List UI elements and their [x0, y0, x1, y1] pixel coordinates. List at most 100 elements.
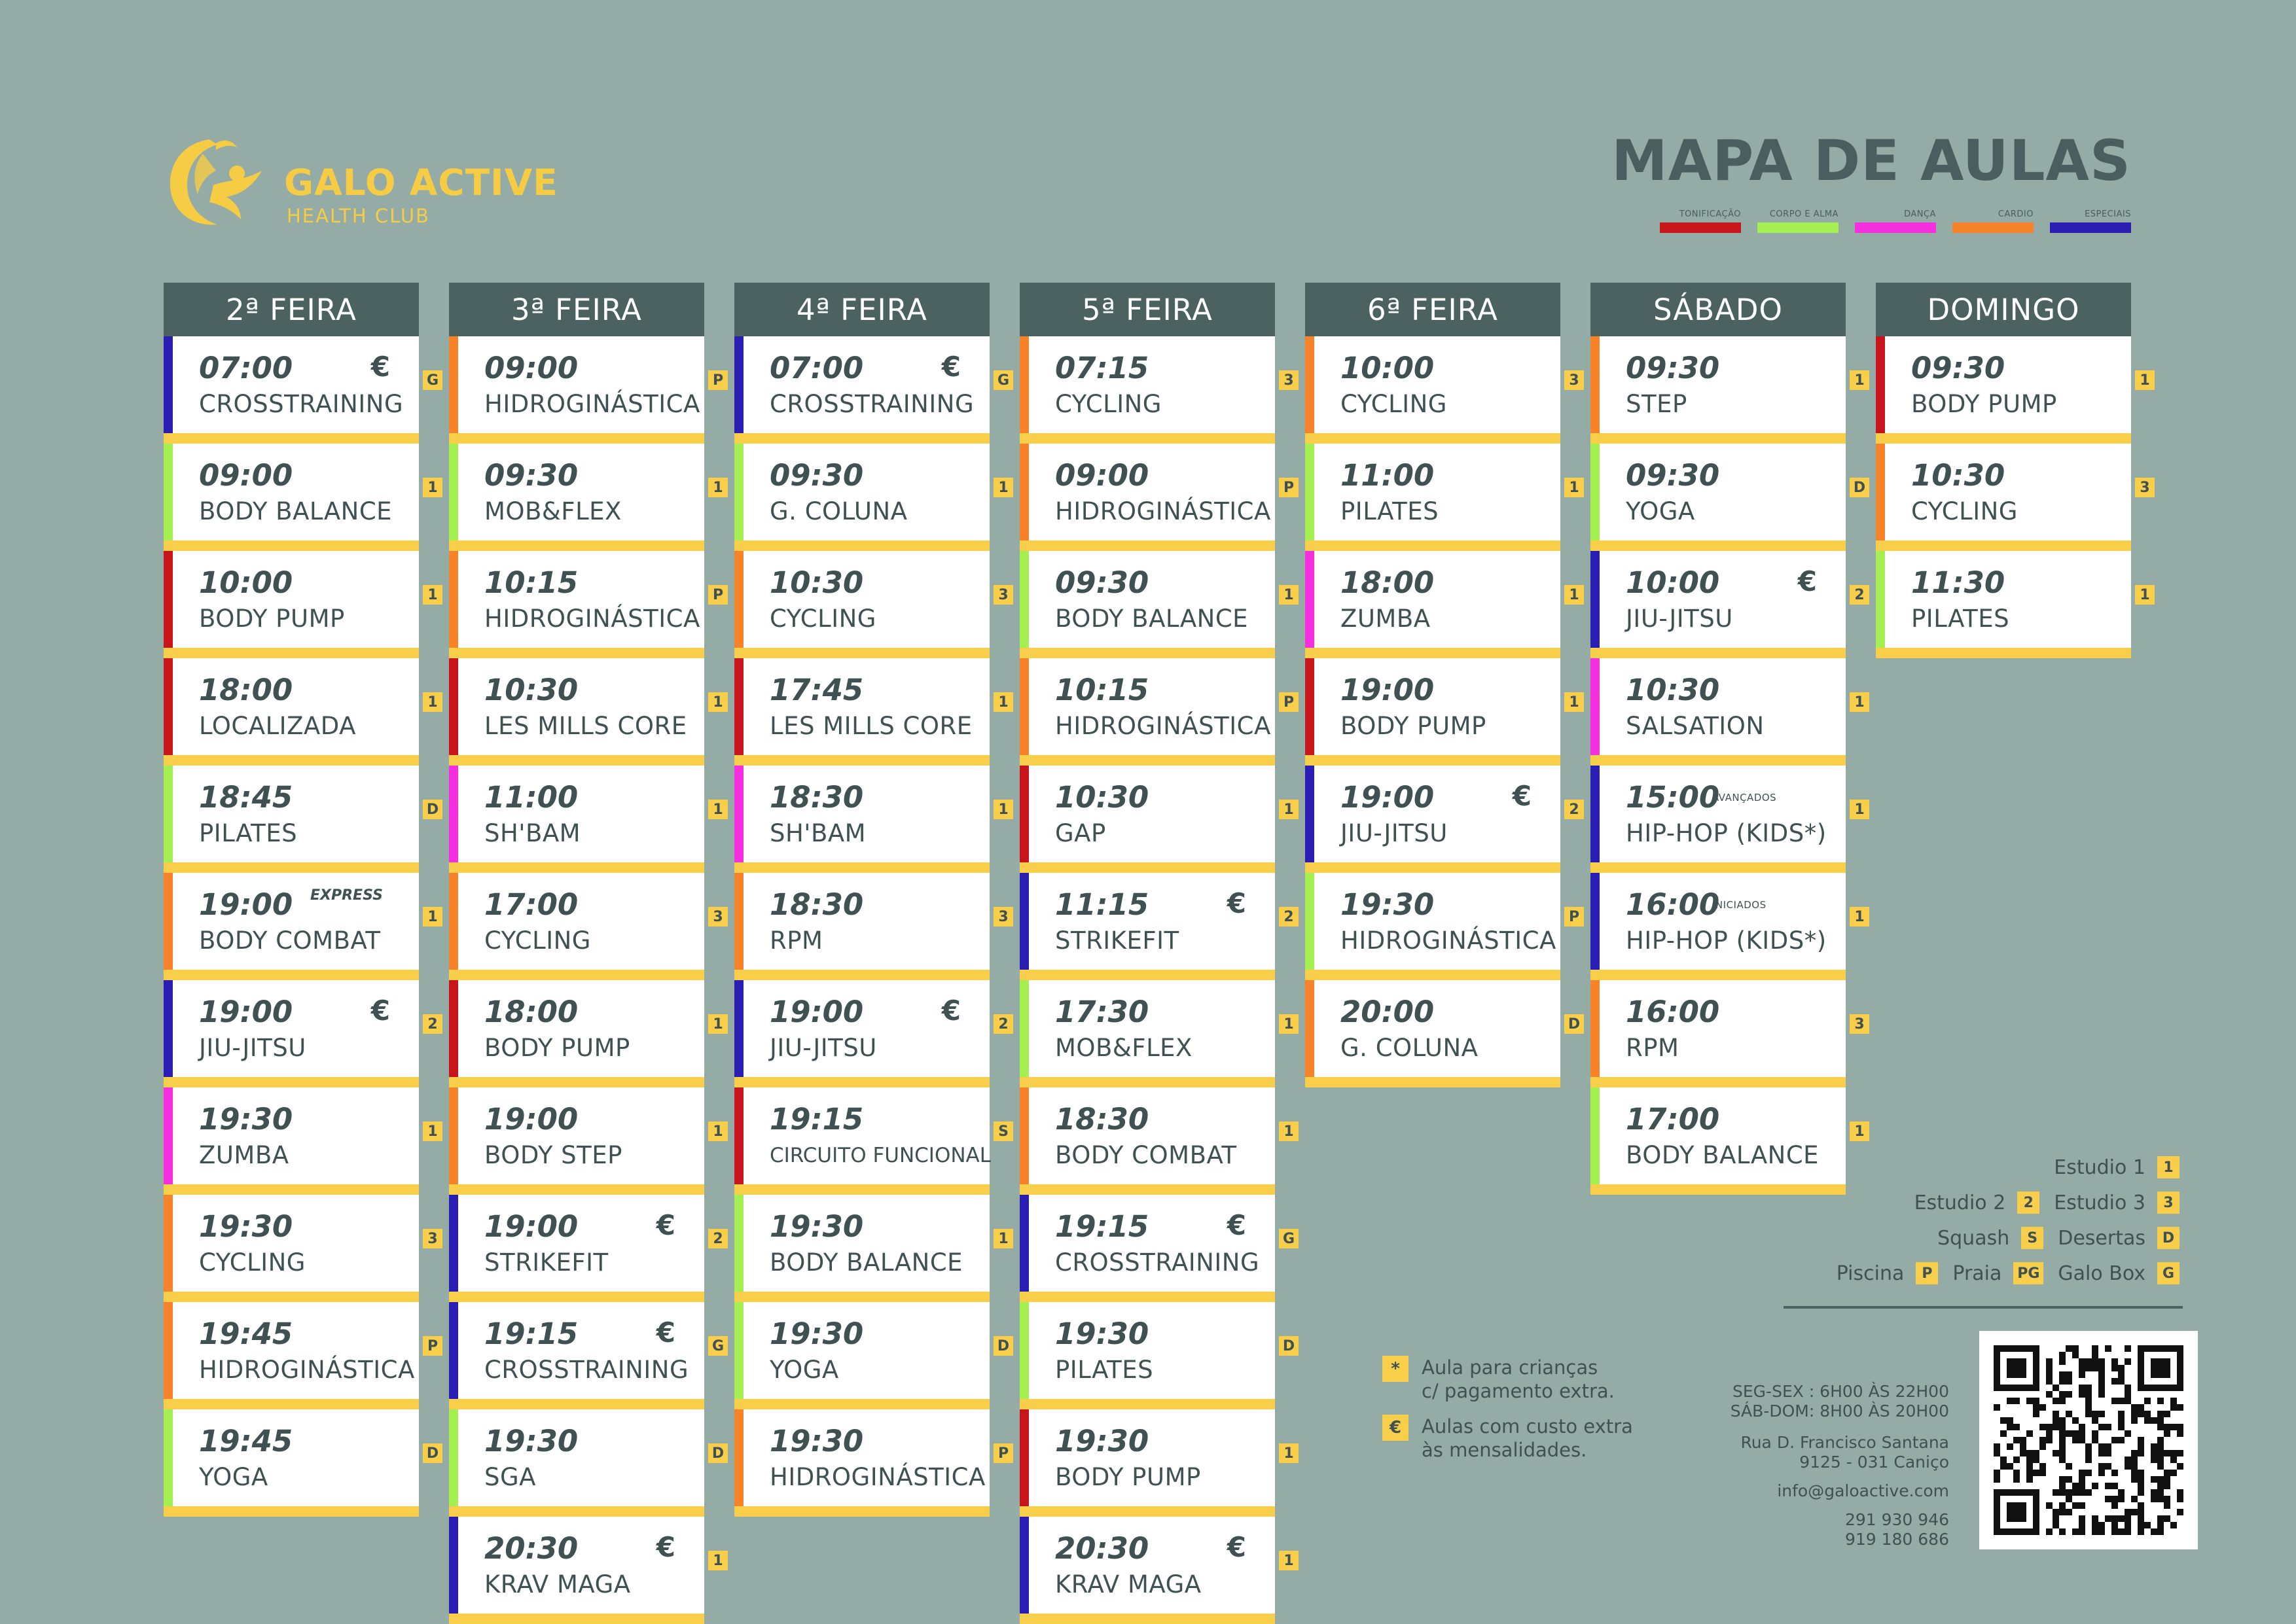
- studio-badge: 3: [994, 585, 1013, 605]
- class-card[interactable]: 11:30 PILATES 1: [1876, 551, 2155, 658]
- class-name: G. COLUNA: [770, 497, 908, 525]
- studio-legend-label: Desertas: [2058, 1226, 2145, 1250]
- class-card[interactable]: 18:00 LOCALIZADA 1: [164, 658, 442, 766]
- class-card[interactable]: 09:30 MOB&FLEX 1: [449, 444, 728, 551]
- euro-icon: €: [656, 1316, 675, 1349]
- class-card[interactable]: 19:00 JIU-JITSU €2: [734, 980, 1013, 1087]
- class-card[interactable]: 07:00 CROSSTRAINING € G: [164, 336, 442, 444]
- class-card[interactable]: 18:30 BODY COMBAT 1: [1020, 1087, 1299, 1195]
- class-time: 17:30: [1055, 995, 1149, 1029]
- class-card[interactable]: 19:30 ZUMBA 1: [164, 1087, 442, 1195]
- class-card[interactable]: 11:00 PILATES 1: [1305, 444, 1584, 551]
- class-card[interactable]: 10:00 CYCLING 3: [1305, 336, 1584, 444]
- class-card[interactable]: 19:00 BODY COMBAT EXPRESS 1: [164, 873, 442, 980]
- category-stripe: [1020, 980, 1029, 1077]
- class-card[interactable]: 11:15 STRIKEFIT €2: [1020, 873, 1299, 980]
- class-card[interactable]: 10:30 SALSATION 1: [1590, 658, 1869, 766]
- class-card[interactable]: 18:00 ZUMBA 1: [1305, 551, 1584, 658]
- class-card[interactable]: 10:15 HIDROGINÁSTICA P: [449, 551, 728, 658]
- class-card[interactable]: 10:30 CYCLING 3: [1876, 444, 2155, 551]
- class-card[interactable]: 09:00 HIDROGINÁSTICA P: [449, 336, 728, 444]
- class-card[interactable]: 20:00 G. COLUNA D: [1305, 980, 1584, 1087]
- class-card[interactable]: 10:00 JIU-JITSU €2: [1590, 551, 1869, 658]
- class-name: JIU-JITSU: [1340, 819, 1448, 847]
- class-card[interactable]: 19:30 BODY BALANCE 1: [734, 1195, 1013, 1302]
- card-bottom-bar: [164, 540, 419, 551]
- category-stripe: [1590, 658, 1600, 755]
- class-card[interactable]: 19:00 STRIKEFIT €2: [449, 1195, 728, 1302]
- class-card[interactable]: 09:00 HIDROGINÁSTICA P: [1020, 444, 1299, 551]
- class-card[interactable]: 19:30 SGA D: [449, 1409, 728, 1517]
- class-card[interactable]: 10:00 BODY PUMP 1: [164, 551, 442, 658]
- class-time: 09:00: [484, 351, 579, 385]
- day-column: 2ª FEIRA 07:00 CROSSTRAINING € G 09:00 BODY BA…: [164, 283, 442, 1517]
- phone2[interactable]: 919 180 686: [1844, 1530, 1949, 1549]
- class-time: 10:00: [1626, 565, 1720, 600]
- class-card[interactable]: 16:00 HIP-HOP (KIDS*) INICIADOS 1: [1590, 873, 1869, 980]
- card-bottom-bar: [1876, 433, 2131, 444]
- class-card[interactable]: 09:00 BODY BALANCE 1: [164, 444, 442, 551]
- class-name: BODY PUMP: [1911, 390, 2057, 418]
- class-time: 11:15: [1055, 887, 1149, 922]
- class-card[interactable]: 19:00 JIU-JITSU €2: [1305, 766, 1584, 873]
- class-card[interactable]: 20:30 KRAV MAGA €1: [1020, 1517, 1299, 1624]
- class-card[interactable]: 19:45 YOGA D: [164, 1409, 442, 1517]
- class-card[interactable]: 17:45 LES MILLS CORE 1: [734, 658, 1013, 766]
- class-card-body: 19:00 BODY COMBAT EXPRESS: [164, 873, 419, 970]
- class-card[interactable]: 20:30 KRAV MAGA €1: [449, 1517, 728, 1624]
- class-card[interactable]: 17:30 MOB&FLEX 1: [1020, 980, 1299, 1087]
- class-card-body: 19:30 SGA: [449, 1409, 704, 1506]
- class-card[interactable]: 09:30 YOGA D: [1590, 444, 1869, 551]
- class-time: 18:00: [484, 995, 579, 1029]
- class-card[interactable]: 19:15 CROSSTRAINING € G: [1020, 1195, 1299, 1302]
- email[interactable]: info@galoactive.com: [1777, 1481, 1949, 1500]
- class-card-body: 17:30 MOB&FLEX: [1020, 980, 1275, 1077]
- class-card[interactable]: 19:00 BODY PUMP 1: [1305, 658, 1584, 766]
- class-name: MOB&FLEX: [484, 497, 622, 525]
- card-bottom-bar: [734, 1292, 990, 1302]
- note-extra-line1: Aulas com custo extra: [1422, 1415, 1633, 1438]
- class-card[interactable]: 10:30 GAP 1: [1020, 766, 1299, 873]
- class-card[interactable]: 18:00 BODY PUMP 1: [449, 980, 728, 1087]
- class-card[interactable]: 09:30 G. COLUNA 1: [734, 444, 1013, 551]
- class-card[interactable]: 18:30 RPM 3: [734, 873, 1013, 980]
- class-time: 18:30: [770, 887, 864, 922]
- phone1[interactable]: 291 930 946: [1844, 1510, 1949, 1529]
- class-card[interactable]: 19:30 HIDROGINÁSTICA P: [734, 1409, 1013, 1517]
- class-card[interactable]: 19:30 CYCLING 3: [164, 1195, 442, 1302]
- class-card[interactable]: 19:00 BODY STEP 1: [449, 1087, 728, 1195]
- class-time: 09:30: [1911, 351, 2005, 385]
- class-time: 16:00: [1626, 995, 1720, 1029]
- qr-code-icon: [1994, 1345, 2183, 1535]
- category-stripe: [1020, 444, 1029, 540]
- class-card[interactable]: 19:30 PILATES D: [1020, 1302, 1299, 1409]
- class-card[interactable]: 07:00 CROSSTRAINING € G: [734, 336, 1013, 444]
- class-card[interactable]: 18:45 PILATES D: [164, 766, 442, 873]
- class-name: MOB&FLEX: [1055, 1034, 1193, 1062]
- class-card[interactable]: 19:30 YOGA D: [734, 1302, 1013, 1409]
- class-card[interactable]: 19:15 CROSSTRAINING € G: [449, 1302, 728, 1409]
- class-card[interactable]: 10:30 CYCLING 3: [734, 551, 1013, 658]
- class-card[interactable]: 09:30 STEP 1: [1590, 336, 1869, 444]
- class-card[interactable]: 19:45 HIDROGINÁSTICA P: [164, 1302, 442, 1409]
- class-card[interactable]: 07:15 CYCLING 3: [1020, 336, 1299, 444]
- class-card[interactable]: 19:30 HIDROGINÁSTICA P: [1305, 873, 1584, 980]
- class-card[interactable]: 17:00 BODY BALANCE 1: [1590, 1087, 1869, 1195]
- class-card[interactable]: 10:15 HIDROGINÁSTICA P: [1020, 658, 1299, 766]
- class-card[interactable]: 09:30 BODY PUMP 1: [1876, 336, 2155, 444]
- category-stripe: [734, 980, 744, 1077]
- class-card[interactable]: 19:00 JIU-JITSU €2: [164, 980, 442, 1087]
- class-card[interactable]: 19:15 CIRCUITO FUNCIONAL S: [734, 1087, 1013, 1195]
- class-time: 19:00: [1340, 780, 1435, 815]
- class-card[interactable]: 15:00 HIP-HOP (KIDS*) AVANÇADOS 1: [1590, 766, 1869, 873]
- class-card[interactable]: 17:00 CYCLING 3: [449, 873, 728, 980]
- class-card[interactable]: 16:00 RPM 3: [1590, 980, 1869, 1087]
- class-card[interactable]: 09:30 BODY BALANCE 1: [1020, 551, 1299, 658]
- class-card[interactable]: 11:00 SH'BAM 1: [449, 766, 728, 873]
- class-card[interactable]: 19:30 BODY PUMP 1: [1020, 1409, 1299, 1517]
- class-card[interactable]: 18:30 SH'BAM 1: [734, 766, 1013, 873]
- class-time: 19:30: [484, 1424, 579, 1458]
- class-card[interactable]: 10:30 LES MILLS CORE 1: [449, 658, 728, 766]
- qr-code[interactable]: [1979, 1331, 2198, 1549]
- studio-badge: P: [708, 370, 728, 390]
